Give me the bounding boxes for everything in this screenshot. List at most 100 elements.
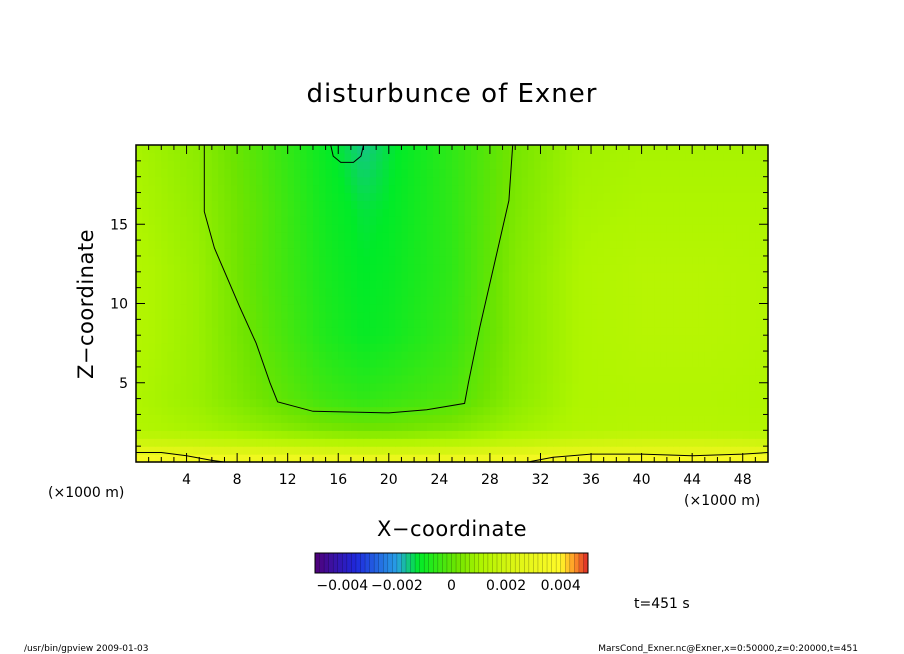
heatmap-cell xyxy=(477,216,485,225)
heatmap-cell xyxy=(173,319,181,328)
heatmap-cell xyxy=(376,192,384,202)
heatmap-cell xyxy=(654,152,662,162)
heatmap-cell xyxy=(338,208,346,217)
heatmap-cell xyxy=(464,279,472,289)
heatmap-cell xyxy=(736,232,744,241)
heatmap-cell xyxy=(338,406,346,416)
heatmap-cell xyxy=(407,422,415,431)
heatmap-cell xyxy=(496,374,504,384)
heatmap-cell xyxy=(357,271,365,281)
heatmap-cell xyxy=(268,279,276,289)
heatmap-cell xyxy=(736,145,744,154)
heatmap-cell xyxy=(281,240,289,249)
heatmap-cell xyxy=(515,374,523,384)
heatmap-cell xyxy=(603,287,611,297)
heatmap-cell xyxy=(414,295,421,305)
heatmap-cell xyxy=(395,327,403,336)
heatmap-cell xyxy=(534,351,542,360)
heatmap-cell xyxy=(736,335,744,344)
heatmap-cell xyxy=(502,145,510,154)
heatmap-cell xyxy=(698,366,706,376)
heatmap-cell xyxy=(275,406,282,416)
heatmap-cell xyxy=(230,216,238,225)
heatmap-cell xyxy=(325,343,333,352)
heatmap-cell xyxy=(186,358,194,368)
heatmap-cell xyxy=(515,303,523,313)
heatmap-cell xyxy=(237,248,245,257)
heatmap-cell xyxy=(433,152,440,162)
heatmap-cell xyxy=(755,438,763,447)
heatmap-cell xyxy=(388,295,396,305)
heatmap-cell xyxy=(287,422,295,431)
heatmap-cell xyxy=(262,176,270,186)
heatmap-cell xyxy=(483,454,491,463)
heatmap-cell xyxy=(559,351,567,360)
heatmap-cell xyxy=(597,168,605,178)
x-tick-label: 12 xyxy=(279,472,297,488)
heatmap-cell xyxy=(711,208,719,217)
heatmap-cell xyxy=(445,255,453,265)
heatmap-cell xyxy=(161,240,169,249)
heatmap-cell xyxy=(148,248,156,257)
heatmap-cell xyxy=(180,160,188,170)
heatmap-cell xyxy=(357,240,365,249)
heatmap-cell xyxy=(565,446,573,455)
heatmap-cell xyxy=(534,430,542,439)
heatmap-cell xyxy=(559,343,567,352)
heatmap-cell xyxy=(616,271,624,281)
heatmap-cell xyxy=(186,232,194,241)
heatmap-cell xyxy=(433,327,440,336)
heatmap-cell xyxy=(755,327,763,336)
heatmap-cell xyxy=(654,255,662,265)
heatmap-cell xyxy=(584,422,592,431)
heatmap-cell xyxy=(685,263,693,273)
heatmap-cell xyxy=(376,335,384,344)
heatmap-cell xyxy=(654,311,662,320)
heatmap-cell xyxy=(256,176,263,186)
heatmap-cell xyxy=(673,406,681,416)
heatmap-cell xyxy=(300,295,308,305)
heatmap-cell xyxy=(287,287,295,297)
heatmap-cell xyxy=(458,406,466,416)
heatmap-cell xyxy=(243,263,251,273)
heatmap-cell xyxy=(230,454,238,463)
heatmap-cell xyxy=(433,438,440,447)
heatmap-cell xyxy=(237,414,245,423)
heatmap-cell xyxy=(553,224,561,233)
heatmap-cell xyxy=(610,192,617,202)
heatmap-cell xyxy=(673,430,681,439)
heatmap-cell xyxy=(287,160,295,170)
heatmap-cell xyxy=(704,406,712,416)
heatmap-cell xyxy=(654,216,662,225)
heatmap-cell xyxy=(256,152,263,162)
heatmap-cell xyxy=(325,406,333,416)
heatmap-cell xyxy=(439,311,447,320)
heatmap-cell xyxy=(136,351,143,360)
heatmap-cell xyxy=(546,327,554,336)
heatmap-cell xyxy=(142,438,150,447)
heatmap-cell xyxy=(717,311,725,320)
heatmap-cell xyxy=(508,438,516,447)
heatmap-cell xyxy=(603,374,611,384)
heatmap-cell xyxy=(287,232,295,241)
heatmap-cell xyxy=(350,406,358,416)
heatmap-cell xyxy=(237,327,245,336)
heatmap-cell xyxy=(464,224,472,233)
heatmap-cell xyxy=(647,454,655,463)
heatmap-cell xyxy=(154,335,162,344)
heatmap-cell xyxy=(243,374,251,384)
heatmap-cell xyxy=(628,152,636,162)
heatmap-cell xyxy=(294,343,301,352)
heatmap-cell xyxy=(256,295,263,305)
heatmap-cell xyxy=(275,240,282,249)
heatmap-cell xyxy=(730,303,737,313)
heatmap-cell xyxy=(224,414,232,423)
heatmap-cell xyxy=(572,382,579,392)
heatmap-cell xyxy=(578,430,586,439)
heatmap-cell xyxy=(218,366,226,376)
heatmap-cell xyxy=(508,279,516,289)
heatmap-cell xyxy=(395,351,403,360)
heatmap-cell xyxy=(268,366,276,376)
heatmap-cell xyxy=(414,160,421,170)
heatmap-cell xyxy=(540,430,548,439)
